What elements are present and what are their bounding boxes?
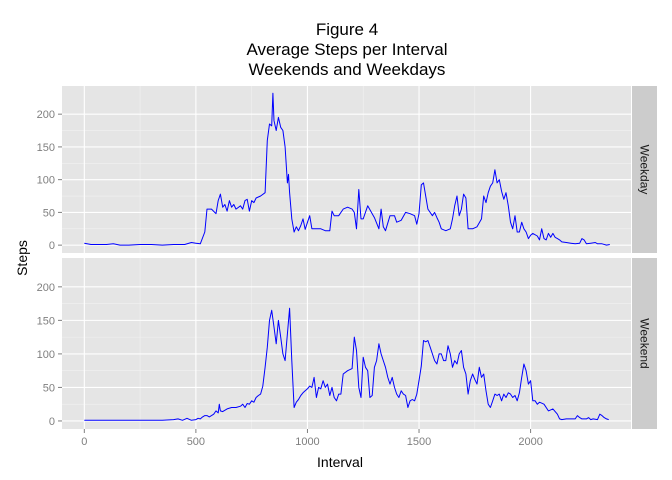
- facet-strip: [632, 86, 657, 253]
- x-axis-title: Interval: [317, 454, 363, 470]
- facet-strip: [632, 258, 657, 429]
- x-axis-ticks: 0 500 1000 1500 2000: [81, 429, 543, 448]
- y-axis-title: Steps: [14, 240, 30, 276]
- facet-strip-label: Weekday: [638, 145, 652, 195]
- y-tick-label: 150: [37, 315, 55, 327]
- y-tick-label: 150: [37, 142, 55, 154]
- x-tick-label: 1000: [295, 436, 319, 448]
- x-tick-label: 2000: [518, 436, 542, 448]
- facet-panel-weekend: 0 50 100 150 200 Weekend: [37, 258, 657, 429]
- y-tick-label: 50: [43, 207, 55, 219]
- y-tick-label: 50: [43, 382, 55, 394]
- panel-background: [62, 86, 631, 253]
- y-tick-label: 0: [49, 416, 55, 428]
- facet-panels: 0 50 100 150 200 Weekday 0 50 100 150 200 Weekend: [37, 86, 657, 429]
- facet-panel-weekday: 0 50 100 150 200 Weekday: [37, 86, 657, 253]
- facet-strip-label: Weekend: [638, 318, 652, 368]
- y-tick-label: 100: [37, 349, 55, 361]
- chart-title-line-2: Average Steps per Interval: [246, 40, 448, 59]
- panel-background: [62, 258, 631, 429]
- y-tick-label: 0: [49, 240, 55, 252]
- chart-title: Figure 4 Average Steps per Interval Week…: [62, 20, 632, 80]
- chart-title-line-1: Figure 4: [315, 20, 379, 39]
- series-line-weekday: [84, 92, 610, 246]
- y-tick-label: 200: [37, 282, 55, 294]
- chart-title-line-3: Weekends and Weekdays: [248, 60, 446, 79]
- y-tick-label: 200: [37, 109, 55, 121]
- x-tick-label: 500: [187, 436, 205, 448]
- x-tick-label: 1500: [407, 436, 431, 448]
- series-line-weekend: [84, 307, 609, 421]
- x-tick-label: 0: [81, 436, 87, 448]
- y-tick-label: 100: [37, 175, 55, 187]
